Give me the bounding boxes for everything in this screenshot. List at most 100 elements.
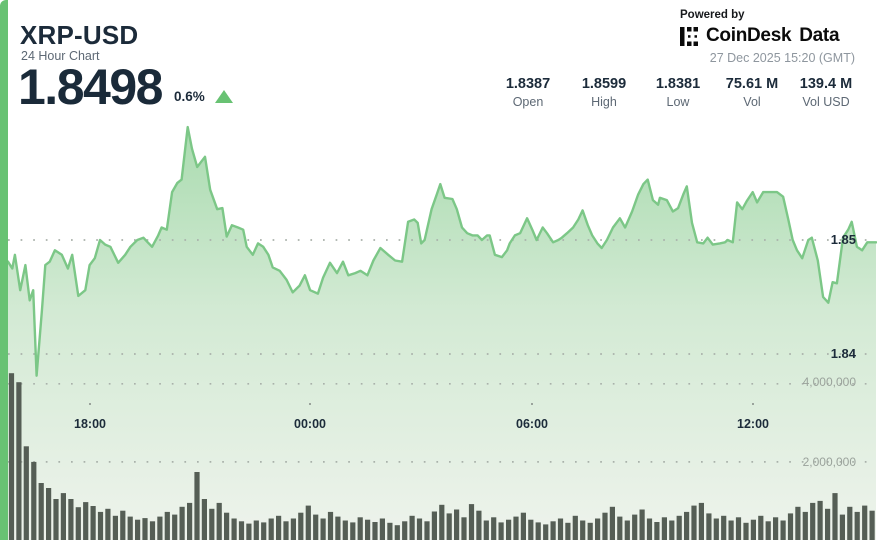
current-price-row: 1.8498 0.6% <box>18 62 233 112</box>
volume-bar <box>624 520 630 540</box>
x-tick-06 <box>531 403 533 405</box>
volume-bar <box>194 472 200 540</box>
volume-bar <box>580 520 586 540</box>
volume-bar <box>750 519 756 540</box>
stat-vol-usd: 139.4 M Vol USD <box>800 76 852 109</box>
x-tick-12 <box>752 403 754 405</box>
volume-bar <box>765 521 771 540</box>
volume-bar <box>780 520 786 540</box>
current-price: 1.8498 <box>18 59 163 115</box>
volume-bar <box>565 522 571 540</box>
volume-bar <box>276 515 282 540</box>
volume-bar <box>38 483 44 540</box>
brand-suffix: Data <box>799 25 840 46</box>
volume-bar <box>342 520 348 540</box>
stat-high-value: 1.8599 <box>581 76 627 92</box>
volume-bar <box>698 502 704 540</box>
stat-vol: 75.61 M Vol <box>726 76 778 109</box>
price-axis-label-185: 1.85 <box>830 232 856 247</box>
volume-bar <box>387 522 393 540</box>
volume-bar <box>157 516 163 540</box>
volume-bar <box>498 522 504 540</box>
x-axis-label-0600: 06:00 <box>516 417 548 431</box>
stat-low-value: 1.8381 <box>655 76 701 92</box>
coindesk-data-logo[interactable]: CoinDesk Data <box>680 25 855 47</box>
volume-bar <box>735 517 742 540</box>
x-axis-label-1200: 12:00 <box>737 417 769 431</box>
volume-bar <box>402 521 408 540</box>
volume-bar <box>112 515 118 540</box>
volume-bar <box>120 510 126 540</box>
x-axis-label-0000: 00:00 <box>294 417 326 431</box>
volume-bar <box>684 511 690 540</box>
volume-bar <box>557 518 564 540</box>
volume-bar <box>31 461 37 540</box>
volume-bar <box>847 506 853 540</box>
volume-bar <box>713 518 719 540</box>
volume-bar <box>802 511 808 540</box>
volume-bar <box>476 510 482 540</box>
volume-bar <box>46 488 52 540</box>
volume-bar <box>446 513 452 540</box>
volume-bar <box>654 522 660 540</box>
volume-bar <box>253 520 259 540</box>
volume-bar <box>513 516 519 540</box>
volume-bar <box>706 513 712 540</box>
stat-low: 1.8381 Low <box>656 76 700 109</box>
volume-bar <box>431 511 437 540</box>
volume-bar <box>187 502 193 540</box>
volume-bar <box>216 502 222 540</box>
volume-bar <box>528 519 534 540</box>
volume-bar <box>224 512 230 540</box>
stat-vol-label: Vol <box>743 95 761 109</box>
volume-bar <box>83 502 89 540</box>
volume-bar <box>290 518 296 540</box>
volume-bar <box>283 521 289 540</box>
volume-bar <box>313 514 319 540</box>
stat-low-label: Low <box>666 95 690 109</box>
volume-bar <box>691 505 697 540</box>
stat-open-value: 1.8387 <box>505 76 551 92</box>
x-tick-18 <box>89 403 91 405</box>
volume-bar <box>75 507 81 540</box>
stat-high-label: High <box>591 95 617 109</box>
volume-bar <box>602 512 608 540</box>
volume-bar <box>350 522 356 540</box>
stat-open-label: Open <box>512 95 544 109</box>
volume-bar <box>16 382 22 540</box>
volume-bar <box>68 499 74 540</box>
volume-bar <box>53 499 59 540</box>
x-tick-00 <box>309 403 311 405</box>
stat-open: 1.8387 Open <box>506 76 550 109</box>
volume-bar <box>676 515 682 540</box>
volume-bar <box>646 518 653 540</box>
brand-name: CoinDesk <box>706 25 792 46</box>
powered-by-label: Powered by <box>680 9 745 21</box>
volume-bar <box>320 518 326 540</box>
volume-bar <box>825 508 831 540</box>
volume-bar <box>268 518 274 540</box>
volume-bar <box>550 521 556 540</box>
volume-bar <box>231 518 237 540</box>
volume-bar <box>491 517 497 540</box>
volume-bar <box>839 514 845 540</box>
chart-timestamp: 27 Dec 2025 15:20 (GMT) <box>709 51 855 65</box>
volume-bar <box>468 504 475 540</box>
volume-bar <box>261 522 267 540</box>
volume-bar <box>149 521 156 540</box>
volume-bar <box>335 516 341 540</box>
change-percent: 0.6% <box>173 89 205 104</box>
volume-bar <box>416 518 423 540</box>
price-axis-label-184: 1.84 <box>830 346 856 361</box>
volume-bar <box>379 518 385 540</box>
volume-bar <box>461 517 467 540</box>
volume-bar <box>454 509 460 540</box>
volume-bar <box>661 517 667 540</box>
volume-bar <box>535 522 541 540</box>
volume-bar <box>810 502 816 540</box>
volume-bar <box>209 508 215 540</box>
volume-bar <box>127 516 133 540</box>
volume-bar <box>520 512 526 540</box>
